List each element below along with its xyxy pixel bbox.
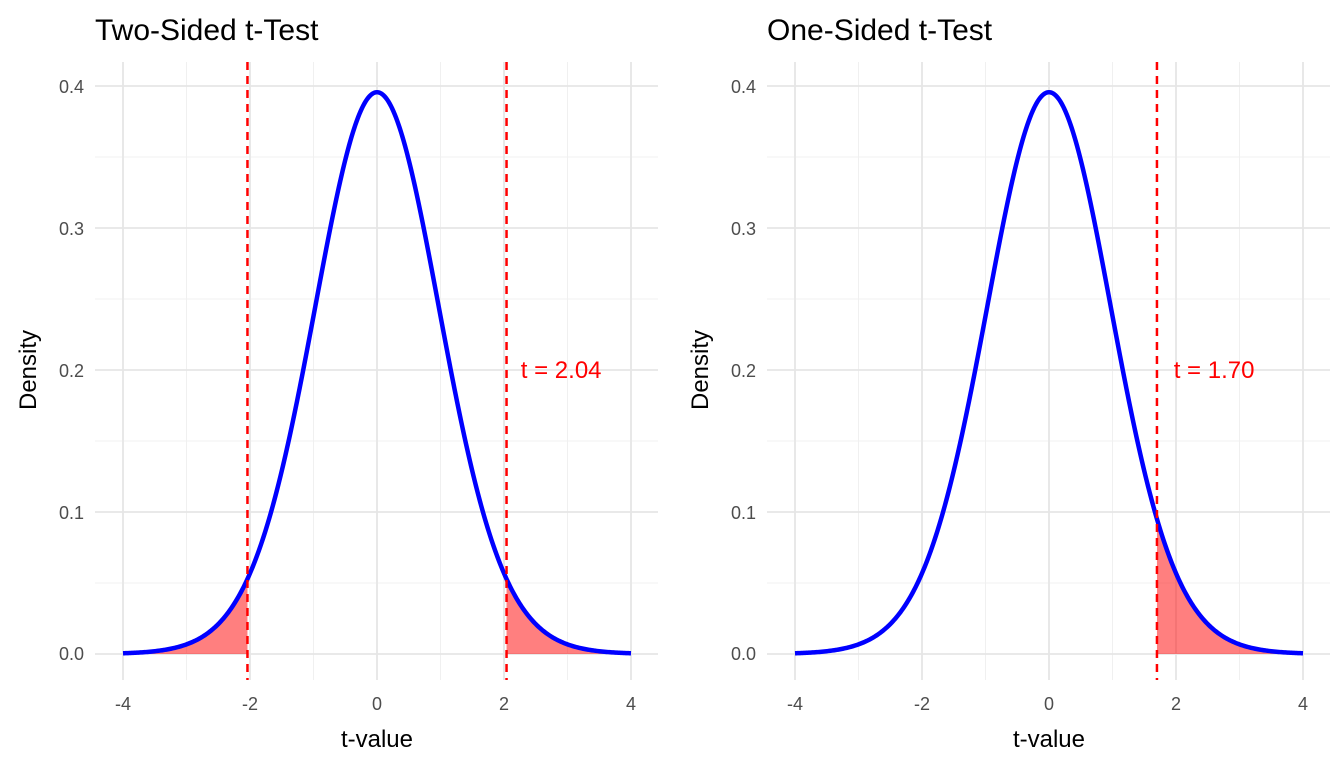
critical-value-annotation: t = 1.70: [1174, 357, 1255, 384]
density-curve: [122, 89, 632, 656]
critical-value-annotation: t = 2.04: [521, 357, 602, 384]
two-sided-panel: Two-Sided t-Test t-value Density -4 -2 0…: [15, 14, 658, 753]
grid: [767, 62, 1330, 680]
x-axis-label: t-value: [1013, 726, 1085, 753]
y-tick-label: 0.1: [59, 503, 84, 523]
y-tick-label: 0.3: [731, 219, 756, 239]
x-tick-label: -2: [242, 694, 258, 714]
x-tick-label: 0: [372, 694, 382, 714]
x-tick-label: 0: [1044, 694, 1054, 714]
rejection-region: [506, 578, 631, 654]
x-axis-label: t-value: [341, 726, 413, 753]
y-tick-label: 0.1: [731, 503, 756, 523]
y-tick-label: 0.0: [731, 644, 756, 664]
y-tick-label: 0.4: [59, 77, 84, 97]
density-curve: [794, 89, 1304, 656]
x-tick-label: 2: [499, 694, 509, 714]
y-tick-label: 0.4: [731, 77, 756, 97]
one-sided-panel: One-Sided t-Test t-value Density -4 -2 0…: [687, 14, 1330, 753]
x-tick-label: -2: [914, 694, 930, 714]
x-tick-label: 2: [1171, 694, 1181, 714]
y-tick-label: 0.2: [59, 361, 84, 381]
rejection-region: [123, 578, 248, 654]
x-tick-label: -4: [115, 694, 131, 714]
x-tick-label: 4: [626, 694, 636, 714]
x-tick-label: 4: [1298, 694, 1308, 714]
y-tick-label: 0.2: [731, 361, 756, 381]
chart-title: One-Sided t-Test: [767, 14, 993, 47]
y-tick-label: 0.0: [59, 644, 84, 664]
rejection-region: [1156, 518, 1303, 654]
y-axis-label: Density: [687, 330, 714, 410]
y-tick-label: 0.3: [59, 219, 84, 239]
chart-title: Two-Sided t-Test: [95, 14, 319, 47]
y-axis-label: Density: [15, 330, 42, 410]
x-tick-label: -4: [787, 694, 803, 714]
